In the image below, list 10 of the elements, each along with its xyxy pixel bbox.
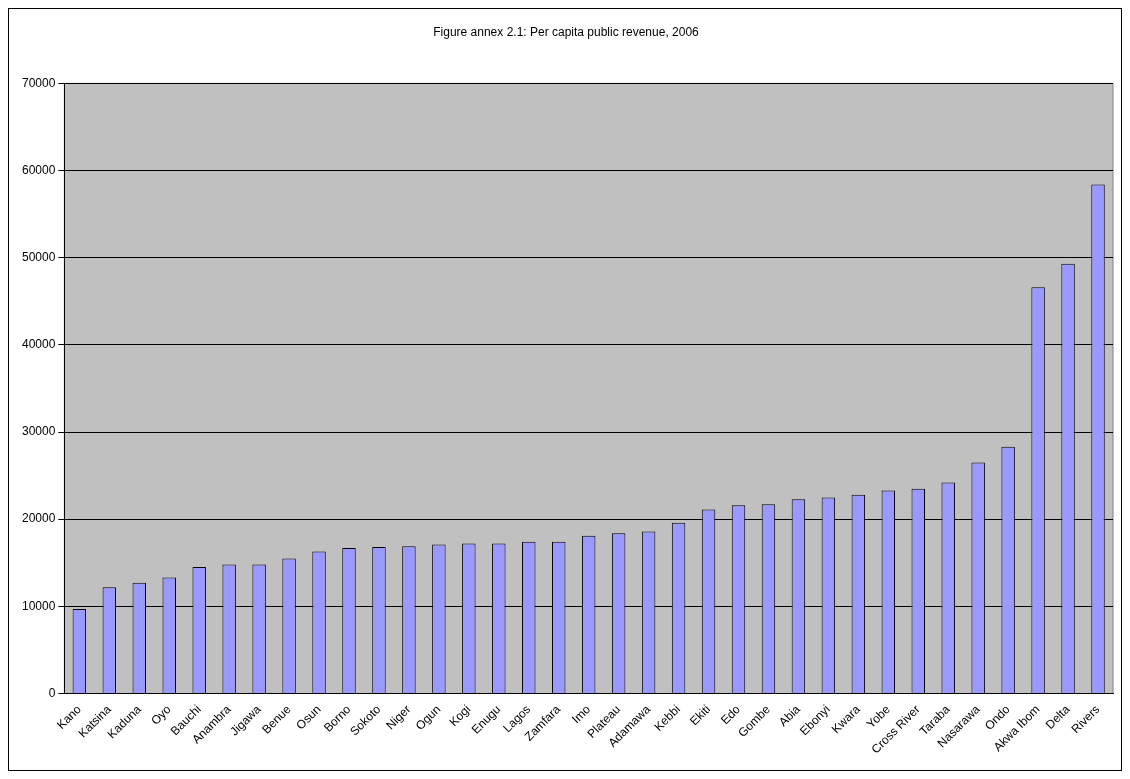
y-tick-label: 40000 xyxy=(21,337,56,352)
x-tick-label: Edo xyxy=(717,701,744,728)
y-tick-label: 50000 xyxy=(21,250,56,265)
y-tick-label: 70000 xyxy=(21,75,56,90)
y-tick-label: 20000 xyxy=(21,511,56,526)
y-tick-label: 30000 xyxy=(21,424,56,439)
y-tick-label: 60000 xyxy=(21,162,56,177)
y-tick-label: 0 xyxy=(48,685,56,700)
y-tick-label: 10000 xyxy=(21,598,56,613)
chart-title: Figure annex 2.1: Per capita public revenue, 2006 xyxy=(433,24,700,39)
